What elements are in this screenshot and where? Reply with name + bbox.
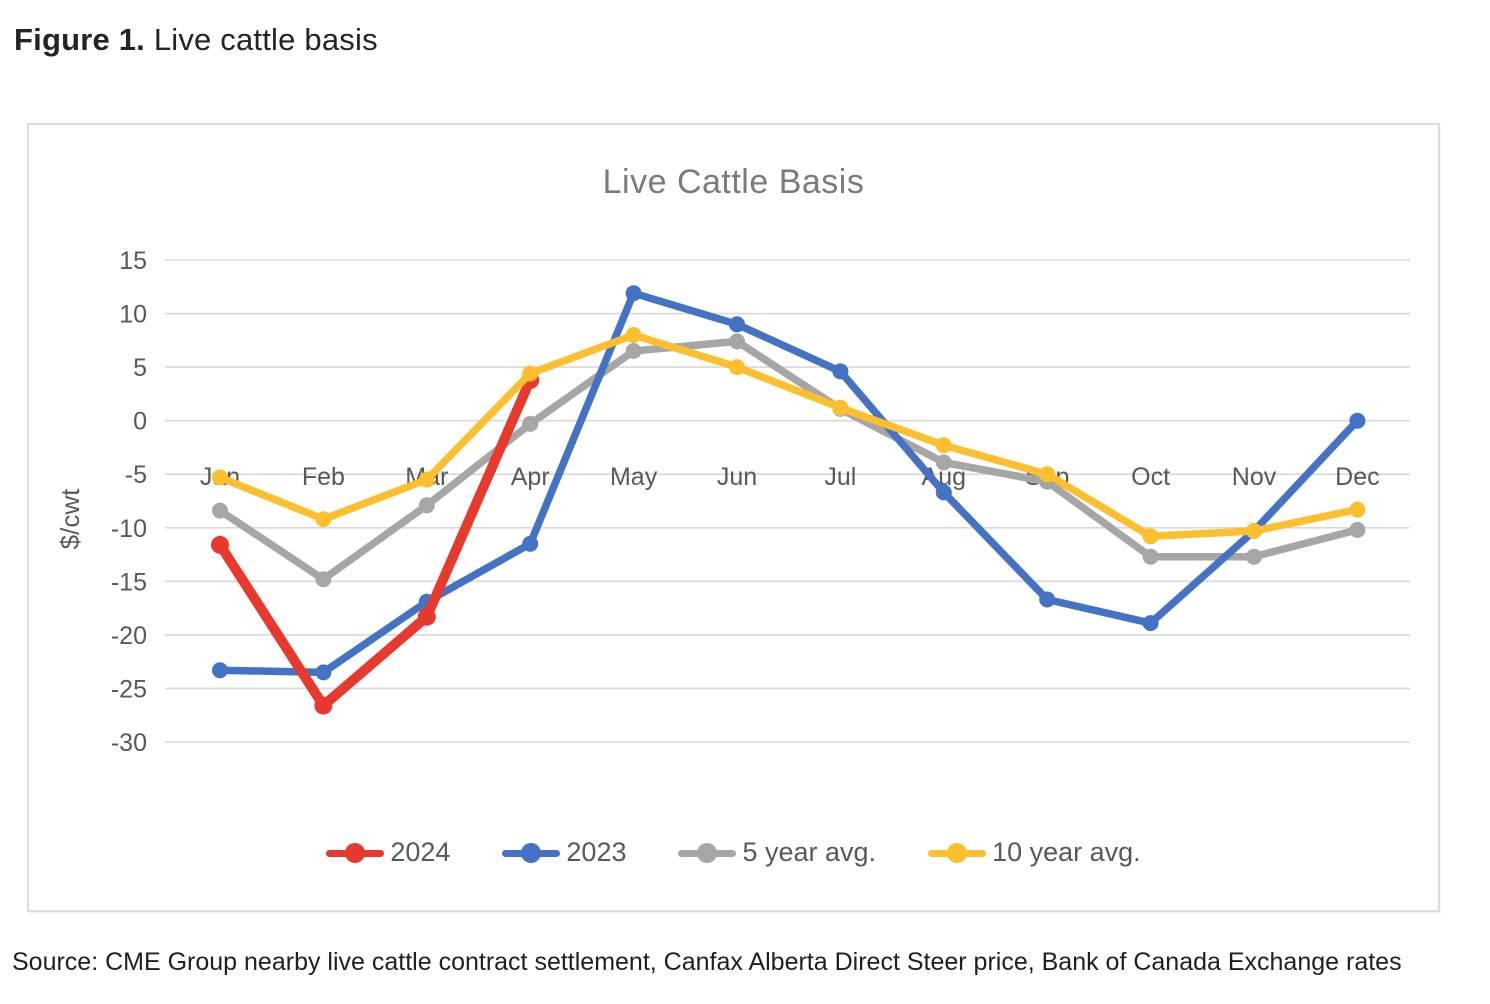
- y-tick-label: 15: [119, 247, 147, 275]
- series-line-5-year-avg-: [216, 337, 1362, 583]
- data-point: [935, 437, 952, 454]
- data-point: [1142, 615, 1159, 632]
- data-point: [625, 285, 642, 302]
- x-tick-label: Dec: [1335, 463, 1379, 491]
- data-point: [418, 497, 435, 514]
- data-point: [625, 327, 642, 343]
- legend-item-10-year-avg-[interactable]: 10 year avg.: [928, 837, 1141, 868]
- chart-legend: 2024 2023 5 year avg. 10 year avg.: [29, 837, 1438, 868]
- legend-item-5-year-avg-[interactable]: 5 year avg.: [678, 837, 876, 868]
- data-point: [1246, 548, 1262, 565]
- data-point: [935, 484, 952, 501]
- figure-title: Live cattle basis: [145, 22, 378, 57]
- data-point: [832, 363, 849, 380]
- data-point: [418, 471, 435, 488]
- data-point: [212, 469, 228, 486]
- data-point: [625, 343, 642, 359]
- data-point: [1039, 466, 1056, 483]
- data-point: [522, 365, 539, 382]
- y-tick-label: -30: [111, 729, 147, 757]
- series-line-2023: [216, 289, 1362, 677]
- y-tick-label: 0: [133, 408, 147, 436]
- series-line-2024: [215, 375, 536, 711]
- y-tick-label: -10: [111, 515, 147, 543]
- y-tick-label: 5: [133, 354, 147, 382]
- legend-marker-icon: [678, 842, 737, 864]
- source-note: Source: CME Group nearby live cattle con…: [12, 948, 1402, 976]
- data-point: [1349, 521, 1366, 538]
- data-point: [211, 535, 229, 554]
- data-point: [1349, 501, 1366, 518]
- data-point: [417, 607, 436, 626]
- data-point: [729, 316, 745, 333]
- data-point: [1349, 412, 1366, 429]
- chart-title: Live Cattle Basis: [602, 163, 865, 201]
- y-tick-label: 10: [119, 301, 147, 329]
- legend-label: 5 year avg.: [742, 837, 877, 867]
- figure-number: Figure 1.: [14, 22, 145, 57]
- data-point: [212, 662, 228, 679]
- x-tick-label: Jul: [824, 463, 856, 491]
- data-point: [729, 359, 745, 376]
- data-point: [315, 511, 332, 528]
- x-tick-label: Jun: [717, 463, 757, 491]
- data-point: [522, 415, 539, 432]
- x-tick-label: Nov: [1232, 463, 1277, 491]
- x-tick-label: Apr: [511, 463, 550, 491]
- data-point: [729, 333, 745, 350]
- data-point: [315, 664, 332, 681]
- y-axis-title: $/cwt: [55, 488, 85, 549]
- x-tick-label: Oct: [1131, 463, 1170, 491]
- data-point: [314, 696, 333, 715]
- legend-item-2024[interactable]: 2024: [326, 837, 450, 868]
- data-point: [522, 535, 539, 552]
- data-point: [212, 502, 228, 519]
- legend-label: 2024: [390, 837, 451, 867]
- x-tick-label: May: [610, 463, 658, 491]
- data-point: [315, 571, 332, 588]
- data-point: [1142, 528, 1159, 545]
- y-tick-label: -15: [111, 568, 147, 596]
- legend-label: 2023: [566, 837, 627, 867]
- data-point: [832, 399, 849, 416]
- x-tick-label: Feb: [302, 463, 345, 491]
- y-tick-label: -5: [125, 461, 147, 489]
- figure-caption: Figure 1. Live cattle basis: [14, 22, 378, 58]
- data-point: [935, 454, 952, 471]
- legend-marker-icon: [326, 842, 385, 864]
- series-line-10-year-avg-: [216, 331, 1362, 541]
- y-tick-label: -25: [111, 675, 147, 703]
- legend-item-2023[interactable]: 2023: [502, 837, 626, 868]
- legend-marker-icon: [928, 842, 987, 864]
- legend-marker-icon: [502, 842, 561, 864]
- data-point: [1039, 591, 1056, 608]
- line-chart: 151050-5-10-15-20-25-30JanFebMarAprMayJu…: [55, 247, 1410, 757]
- legend-label: 10 year avg.: [992, 837, 1141, 867]
- data-point: [1246, 523, 1262, 539]
- y-tick-label: -20: [111, 622, 147, 650]
- data-point: [1142, 548, 1159, 565]
- chart-container: Live Cattle Basis 15 10 5 0 -5 -10 -15 -20 -25 -3…: [27, 123, 1440, 912]
